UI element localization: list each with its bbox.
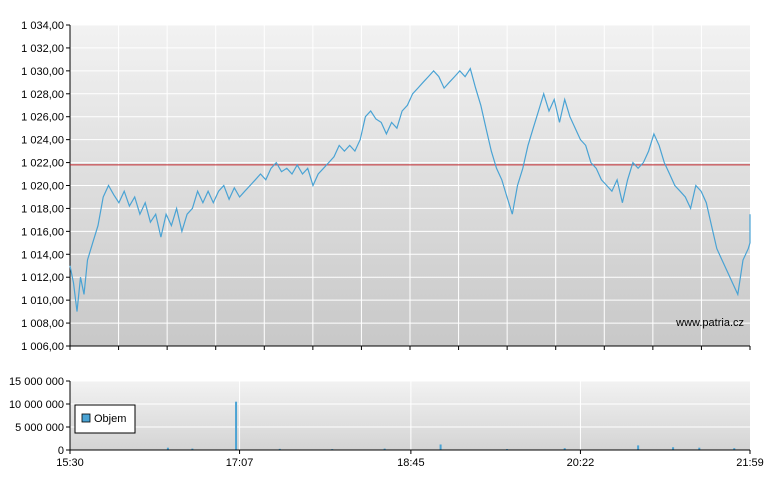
- price-y-tick-label: 1 030,00: [21, 66, 64, 78]
- price-y-tick-label: 1 016,00: [21, 226, 64, 238]
- watermark: www.patria.cz: [675, 317, 744, 329]
- volume-plot-area: [70, 381, 750, 450]
- price-series-line: [69, 67, 751, 312]
- legend-swatch: [81, 413, 91, 423]
- volume-bar: [191, 448, 194, 450]
- price-y-tick-label: 1 032,00: [21, 43, 64, 55]
- volume-bar: [637, 445, 640, 450]
- price-x-ticks: [69, 346, 751, 350]
- price-y-tick-label: 1 008,00: [21, 318, 64, 330]
- volume-bar: [383, 448, 386, 450]
- volume-y-tick-label: 15 000 000: [9, 376, 64, 388]
- volume-bar: [563, 448, 566, 450]
- price-y-tick-label: 1 022,00: [21, 158, 64, 170]
- volume-y-axis: 0 5 000 000 10 000 000 15 000 000: [9, 376, 70, 457]
- price-y-axis: 1 006,00 1 008,00 1 010,00 1 012,00 1 014,00…: [21, 20, 70, 353]
- price-y-tick-label: 1 014,00: [21, 249, 64, 261]
- price-y-tick-label: 1 012,00: [21, 272, 64, 284]
- price-y-tick-label: 1 020,00: [21, 181, 64, 193]
- volume-bar: [733, 448, 736, 450]
- volume-x-tick-label: 21:59: [736, 457, 764, 469]
- volume-bar: [672, 447, 675, 450]
- volume-x-tick-label: 20:22: [567, 457, 595, 469]
- legend-label: Objem: [94, 413, 126, 425]
- volume-bar: [235, 401, 238, 450]
- price-y-tick-label: 1 024,00: [21, 135, 64, 147]
- volume-bar: [439, 444, 442, 450]
- price-y-tick-label: 1 006,00: [21, 341, 64, 353]
- volume-y-tick-label: 5 000 000: [15, 422, 64, 434]
- volume-bar: [698, 447, 701, 450]
- volume-bars: [166, 401, 736, 450]
- volume-x-tick-label: 15:30: [56, 457, 84, 469]
- price-y-tick-label: 1 028,00: [21, 89, 64, 101]
- volume-y-tick-label: 0: [58, 445, 64, 457]
- price-grid: [70, 24, 750, 347]
- volume-bar: [166, 447, 169, 450]
- volume-x-tick-label: 17:07: [226, 457, 254, 469]
- volume-bar: [278, 448, 281, 450]
- volume-x-tick-label: 18:45: [397, 457, 425, 469]
- price-y-tick-label: 1 010,00: [21, 295, 64, 307]
- volume-legend: Objem: [74, 404, 136, 434]
- volume-x-ticks: 15:30 17:07 18:45 20:22 21:59: [56, 450, 764, 469]
- price-y-tick-label: 1 018,00: [21, 203, 64, 215]
- volume-y-tick-label: 10 000 000: [9, 399, 64, 411]
- price-y-tick-label: 1 026,00: [21, 112, 64, 124]
- price-y-tick-label: 1 034,00: [21, 20, 64, 32]
